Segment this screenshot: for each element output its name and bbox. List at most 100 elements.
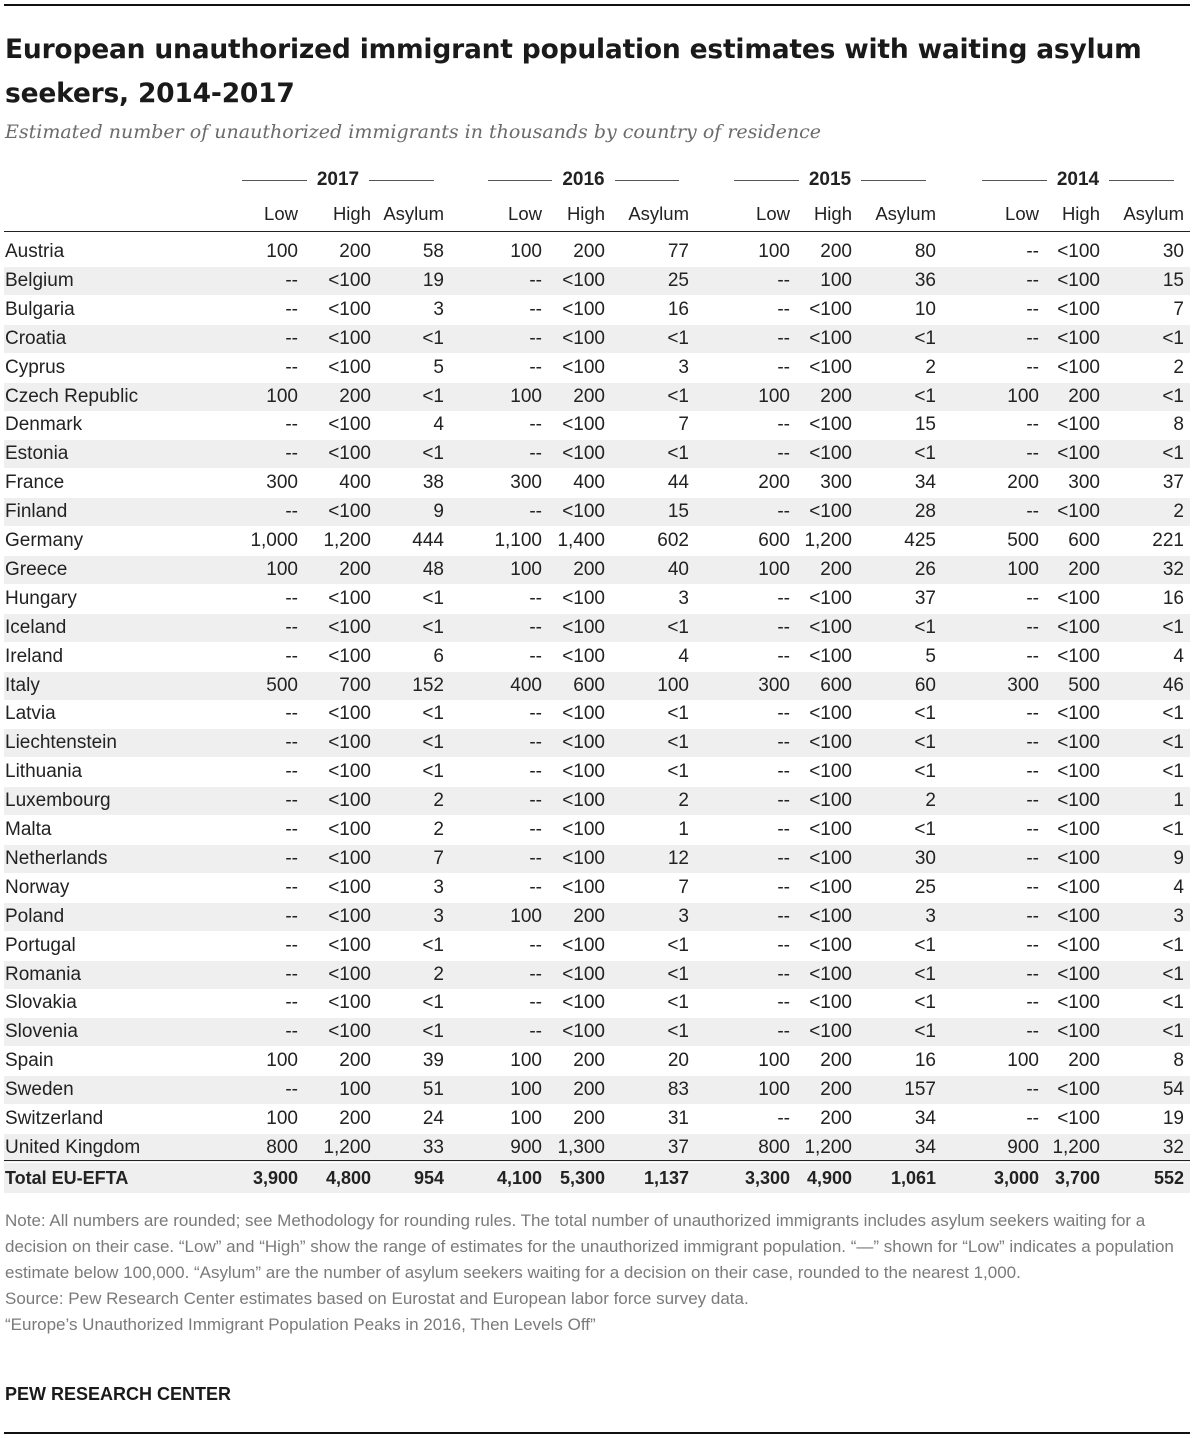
total-cell: 4,100	[496, 1168, 542, 1188]
table-cell: --	[777, 645, 790, 667]
table-cell: <100	[328, 269, 371, 291]
table-cell: <1	[667, 732, 689, 754]
table-cell: 10	[914, 298, 936, 320]
table-cell: --	[529, 616, 542, 638]
table-cell: <100	[328, 790, 371, 812]
table-cell: <100	[1057, 587, 1100, 609]
table-cell: 602	[657, 530, 689, 551]
country-label: Sweden	[5, 1079, 74, 1101]
table-cell: 15	[667, 501, 689, 523]
total-cell: 3,900	[252, 1168, 298, 1188]
table-cell: <1	[1162, 732, 1184, 754]
table-cell: --	[1026, 992, 1039, 1014]
table-cell: <100	[809, 905, 852, 927]
table-cell: <100	[809, 501, 852, 523]
table-cell: --	[1026, 819, 1039, 840]
table-cell: --	[777, 1108, 790, 1129]
table-cell: --	[529, 963, 542, 985]
total-cell: 3,300	[744, 1168, 790, 1188]
table-cell: 200	[820, 1079, 852, 1101]
table-cell: 5	[925, 645, 936, 667]
table-cell: <1	[422, 703, 444, 725]
table-cell: 4	[1173, 645, 1184, 667]
table-cell: <100	[809, 963, 852, 985]
table-cell: 1	[1173, 790, 1184, 812]
row-band	[4, 382, 1190, 411]
table-cell: <100	[562, 819, 605, 840]
table-cell: --	[1026, 905, 1039, 927]
table-cell: 1,200	[323, 530, 371, 551]
year-rule-left	[488, 179, 553, 181]
table-cell: 300	[1007, 674, 1039, 696]
column-subheader: High	[566, 203, 605, 224]
table-cell: <100	[1057, 356, 1100, 378]
table-cell: --	[1026, 1079, 1039, 1101]
table-cell: 38	[422, 472, 444, 494]
table-cell: 100	[266, 241, 298, 262]
table-cell: --	[1026, 241, 1039, 262]
table-cell: 16	[914, 1050, 936, 1072]
table-cell: <1	[667, 934, 689, 956]
table-cell: --	[777, 356, 790, 378]
table-cell: --	[777, 732, 790, 754]
table-cell: 100	[266, 1050, 298, 1072]
table-cell: 200	[573, 1108, 605, 1129]
table-cell: 24	[422, 1108, 444, 1129]
table-cell: 200	[573, 558, 605, 580]
table-cell: --	[529, 501, 542, 523]
table-cell: 100	[1007, 1050, 1039, 1072]
table-cell: 40	[667, 558, 689, 580]
table-cell: <100	[562, 645, 605, 667]
table-cell: 2	[925, 356, 936, 378]
table-cell: <100	[562, 1021, 605, 1043]
row-band	[4, 671, 1190, 700]
country-label: Latvia	[5, 703, 56, 725]
year-label: 2016	[562, 169, 605, 190]
note-text: Note: All numbers are rounded; see Metho…	[5, 1211, 1174, 1282]
table-cell: 31	[667, 1108, 689, 1129]
table-cell: 39	[422, 1050, 444, 1072]
table-cell: <1	[422, 385, 444, 407]
table-cell: <1	[422, 1021, 444, 1043]
table-cell: 221	[1152, 530, 1184, 551]
table-cell: <1	[667, 992, 689, 1014]
table-cell: <1	[1162, 616, 1184, 638]
table-cell: --	[1026, 587, 1039, 609]
table-cell: 100	[657, 674, 689, 696]
table-cell: 25	[667, 269, 689, 291]
country-label: United Kingdom	[5, 1136, 141, 1158]
table-cell: 28	[914, 501, 936, 523]
table-cell: --	[1026, 703, 1039, 725]
table-cell: 48	[422, 558, 444, 580]
table-cell: <1	[667, 616, 689, 638]
table-cell: --	[529, 876, 542, 898]
table-cell: 100	[510, 241, 542, 262]
total-cell: 3,000	[993, 1168, 1039, 1188]
table-cell: <1	[1162, 443, 1184, 465]
table-cell: 600	[573, 674, 605, 696]
table-cell: <1	[422, 992, 444, 1014]
year-rule-left	[982, 179, 1047, 181]
table-cell: <1	[914, 819, 936, 840]
table-cell: <100	[562, 327, 605, 349]
table-cell: --	[285, 703, 298, 725]
table-cell: --	[1026, 616, 1039, 638]
total-cell: 552	[1153, 1168, 1184, 1188]
year-label: 2014	[1056, 169, 1100, 190]
table-cell: 1	[678, 819, 689, 840]
table-cell: 1,200	[804, 1136, 852, 1158]
table-cell: <1	[1162, 992, 1184, 1014]
table-cell: 200	[339, 558, 371, 580]
table-cell: 100	[266, 558, 298, 580]
table-cell: <1	[667, 385, 689, 407]
table-cell: --	[285, 645, 298, 667]
table-cell: <100	[809, 645, 852, 667]
table-cell: 3	[1173, 905, 1184, 927]
table-cell: <100	[1057, 443, 1100, 465]
table-cell: <100	[328, 645, 371, 667]
table-cell: <100	[328, 443, 371, 465]
table-cell: 3	[678, 905, 689, 927]
table-cell: <100	[1057, 934, 1100, 956]
table-cell: 6	[433, 645, 444, 667]
table-cell: <100	[562, 298, 605, 320]
